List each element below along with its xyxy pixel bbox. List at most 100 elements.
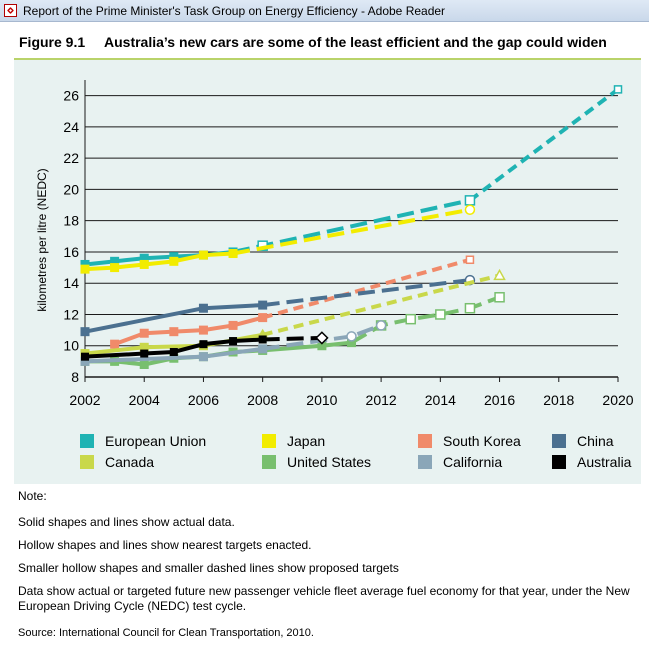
- x-tick-label: 2010: [306, 392, 337, 408]
- legend-label: South Korea: [443, 433, 521, 449]
- window-title: Report of the Prime Minister's Task Grou…: [23, 3, 446, 18]
- data-point: [110, 256, 120, 266]
- series-european-union: [80, 85, 623, 269]
- data-point: [80, 259, 90, 269]
- data-point: [139, 342, 149, 352]
- series-line-actual: [84, 251, 234, 272]
- legend-label: China: [577, 433, 614, 449]
- series-line-enacted: [350, 295, 501, 345]
- legend-item-china: China: [552, 433, 614, 449]
- y-tick-label: 24: [63, 119, 79, 135]
- series-layer: [80, 85, 623, 369]
- data-point: [169, 347, 178, 356]
- legend-label: Canada: [105, 454, 155, 470]
- data-point: [229, 337, 238, 346]
- legend-swatch: [262, 455, 276, 469]
- y-tick-label: 20: [63, 181, 79, 197]
- data-point: [435, 309, 446, 320]
- data-point: [375, 320, 387, 331]
- series-line-enacted: [262, 278, 471, 308]
- series-japan: [80, 204, 476, 274]
- legend-label: California: [443, 454, 503, 470]
- series-line-enacted: [262, 335, 322, 342]
- note-line: Hollow shapes and lines show nearest tar…: [18, 538, 312, 552]
- series-line-enacted: [262, 323, 382, 351]
- series-australia: [81, 331, 329, 361]
- note-line: Data show actual or targeted future new …: [18, 584, 630, 613]
- data-point: [258, 344, 268, 354]
- legend-swatch: [80, 455, 94, 469]
- x-tick-label: 2006: [188, 392, 219, 408]
- header-rule: [14, 58, 641, 60]
- notes: Note: Solid shapes and lines show actual…: [18, 489, 643, 641]
- series-china: [80, 274, 476, 337]
- data-point: [169, 327, 179, 337]
- data-point: [464, 204, 476, 215]
- data-point: [81, 352, 89, 361]
- data-point: [139, 253, 149, 263]
- data-point: [494, 292, 505, 303]
- legend-item-australia: Australia: [552, 454, 631, 470]
- data-point: [346, 331, 357, 342]
- data-point: [169, 256, 179, 266]
- figure-number: Figure 9.1: [19, 34, 86, 50]
- data-point: [80, 327, 90, 337]
- series-california: [80, 320, 387, 366]
- series-line-enacted: [232, 198, 471, 254]
- data-point: [228, 320, 238, 330]
- data-point: [139, 328, 149, 338]
- chart: 8 10 12 14 16 18 20 22 24 26 2002 2004 2006 2008 2010 2…: [35, 80, 634, 408]
- legend-item-south-korea: South Korea: [418, 433, 521, 449]
- legend-item-japan: Japan: [262, 433, 325, 449]
- legend-item-united-states: United States: [262, 454, 371, 470]
- legend-item-european-union: European Union: [80, 433, 206, 449]
- legend-swatch: [552, 455, 566, 469]
- data-point: [465, 255, 475, 265]
- y-tick-label: 18: [63, 213, 79, 229]
- y-tick-label: 22: [63, 150, 79, 166]
- legend-label: United States: [287, 454, 372, 470]
- x-tick-label: 2016: [484, 392, 515, 408]
- axes: 8 10 12 14 16 18 20 22 24 26 2002 2004 2006 2008 2010 2…: [63, 80, 634, 408]
- data-point: [139, 259, 149, 269]
- data-point: [80, 264, 90, 274]
- y-tick-label: 16: [63, 244, 79, 260]
- x-tick-label: 2002: [69, 392, 100, 408]
- data-point: [228, 249, 238, 259]
- data-point: [198, 325, 208, 335]
- figure-header: Figure 9.1 Australia’s new cars are some …: [19, 34, 644, 54]
- x-tick-label: 2014: [425, 392, 456, 408]
- legend-item-canada: Canada: [80, 454, 154, 470]
- y-axis-label: kilometres per litre (NEDC): [35, 168, 49, 311]
- data-point: [258, 300, 268, 310]
- legend-swatch: [418, 455, 432, 469]
- data-point: [258, 313, 268, 323]
- data-point: [110, 263, 120, 273]
- note-line: Solid shapes and lines show actual data.: [18, 515, 235, 529]
- series-line-actual: [113, 315, 264, 347]
- y-tick-label: 14: [63, 275, 79, 291]
- data-point: [405, 313, 416, 325]
- data-point: [493, 268, 506, 281]
- x-tick-label: 2018: [543, 392, 574, 408]
- data-point: [464, 302, 476, 314]
- window-titlebar: Report of the Prime Minister's Task Grou…: [0, 0, 649, 22]
- series-line-proposed: [468, 87, 620, 202]
- data-point: [80, 356, 90, 366]
- y-tick-label: 26: [63, 88, 79, 104]
- data-point: [347, 338, 356, 348]
- series-south-korea: [110, 255, 475, 349]
- series-line-proposed: [262, 257, 471, 320]
- series-line-proposed: [262, 273, 501, 337]
- x-tick-label: 2012: [366, 392, 397, 408]
- legend-item-california: California: [418, 454, 502, 470]
- data-point: [169, 252, 179, 262]
- data-point: [464, 195, 476, 206]
- legend-label: Australia: [577, 454, 632, 470]
- data-point: [199, 340, 208, 349]
- data-point: [317, 341, 327, 351]
- source-line: Source: International Council for Clean …: [18, 627, 314, 639]
- legend-swatch: [262, 434, 276, 448]
- adobe-reader-icon: [4, 4, 17, 17]
- x-tick-label: 2020: [602, 392, 633, 408]
